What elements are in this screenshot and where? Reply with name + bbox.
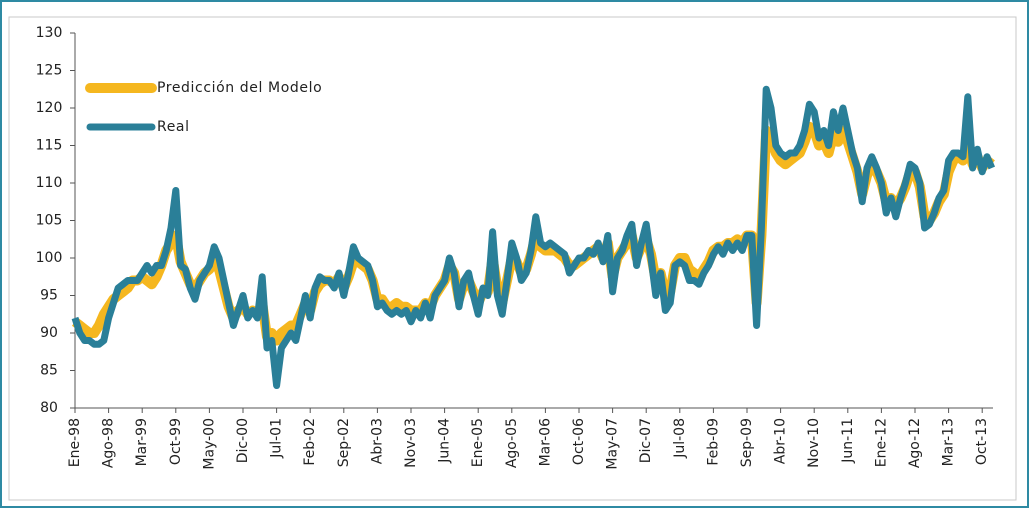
y-tick-label: 115	[36, 138, 63, 154]
y-tick-label: 125	[36, 63, 63, 79]
x-tick-label: Dic-00	[235, 418, 251, 463]
y-tick-label: 95	[40, 288, 58, 304]
x-tick-label: Jul-08	[672, 418, 688, 459]
data-line	[71, 85, 996, 389]
y-tick-label: 105	[36, 213, 63, 229]
x-tick-label: Nov-10	[806, 418, 822, 468]
y-tick-label: 100	[36, 250, 63, 266]
x-tick-label: Mar-99	[134, 418, 150, 466]
x-tick-label: Sep-02	[336, 418, 352, 467]
x-tick-label: Abr-03	[369, 418, 385, 464]
x-tick-label: Ene-98	[67, 418, 83, 467]
y-tick-label: 90	[40, 325, 58, 341]
x-tick-label: Ene-05	[470, 418, 486, 467]
x-tick-label: Feb-02	[302, 418, 318, 466]
x-tick-label: Oct-06	[571, 418, 587, 465]
x-tick-label: Feb-09	[705, 418, 721, 466]
x-tick-label: Mar-13	[941, 418, 957, 466]
x-tick-label: Jun-04	[437, 418, 453, 464]
x-tick-label: May-07	[605, 418, 621, 470]
x-tick-label: Abr-10	[773, 418, 789, 464]
x-tick-label: Oct-99	[168, 418, 184, 465]
x-tick-label: Ago-05	[504, 418, 520, 468]
x-tick-label: Jun-11	[840, 418, 856, 464]
x-tick-label: Ene-12	[873, 418, 889, 467]
y-tick-label: 130	[36, 25, 63, 41]
y-tick-label: 120	[36, 100, 63, 116]
x-tick-label: Mar-06	[537, 418, 553, 466]
y-tick-label: 110	[36, 175, 63, 191]
x-tick-label: Dic-07	[638, 418, 654, 463]
x-tick-label: May-00	[201, 418, 217, 470]
x-tick-label: Sep-09	[739, 418, 755, 467]
y-tick-label: 85	[40, 363, 58, 379]
x-tick-label: Nov-03	[403, 418, 419, 468]
x-tick-label: Oct-13	[974, 418, 990, 465]
x-tick-label: Jul-01	[269, 418, 285, 459]
legend-label: Predicción del Modelo	[157, 80, 322, 96]
x-tick-label: Ago-12	[907, 418, 923, 468]
x-tick-label: Ago-98	[101, 418, 117, 468]
legend-label: Real	[157, 119, 190, 135]
y-tick-label: 80	[40, 400, 58, 416]
